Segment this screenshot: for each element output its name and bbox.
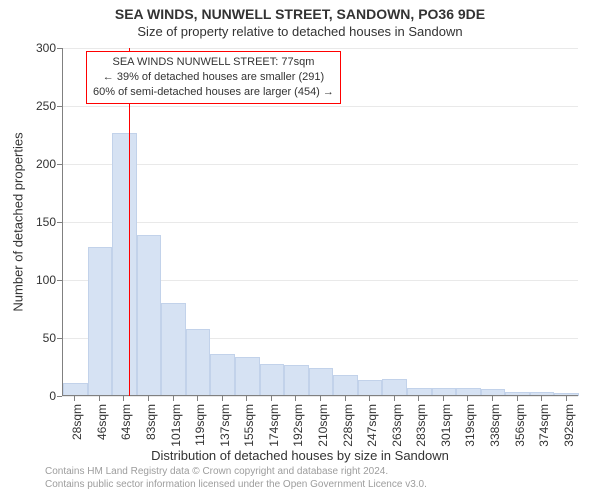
histogram-bar <box>161 303 186 396</box>
annotation-box: SEA WINDS NUNWELL STREET: 77sqm ← 39% of… <box>86 51 341 104</box>
x-tick-label: 64sqm <box>119 404 133 440</box>
histogram-bar <box>88 247 113 396</box>
x-tick-mark <box>74 396 75 401</box>
histogram-bar <box>186 329 211 396</box>
x-tick-mark <box>271 396 272 401</box>
x-tick-label: 374sqm <box>537 404 551 447</box>
x-tick-mark <box>492 396 493 401</box>
y-tick-label: 50 <box>43 331 62 345</box>
x-tick-mark <box>418 396 419 401</box>
chart-title: SEA WINDS, NUNWELL STREET, SANDOWN, PO36… <box>0 6 600 22</box>
x-tick-label: 83sqm <box>144 404 158 440</box>
y-tick-label: 200 <box>36 157 62 171</box>
y-axis-line <box>62 48 63 396</box>
x-tick-mark <box>123 396 124 401</box>
x-tick-label: 46sqm <box>95 404 109 440</box>
x-tick-label: 101sqm <box>169 404 183 447</box>
histogram-bar <box>284 365 309 396</box>
x-tick-label: 319sqm <box>463 404 477 447</box>
x-tick-mark <box>99 396 100 401</box>
x-tick-label: 155sqm <box>242 404 256 447</box>
chart-subtitle: Size of property relative to detached ho… <box>0 24 600 39</box>
x-tick-mark <box>173 396 174 401</box>
histogram-bar <box>382 379 407 396</box>
x-tick-label: 301sqm <box>439 404 453 447</box>
x-tick-mark <box>566 396 567 401</box>
x-tick-mark <box>148 396 149 401</box>
y-tick-label: 0 <box>49 389 62 403</box>
x-tick-label: 263sqm <box>390 404 404 447</box>
annotation-line-3: 60% of semi-detached houses are larger (… <box>93 85 334 100</box>
x-tick-mark <box>394 396 395 401</box>
x-axis-label: Distribution of detached houses by size … <box>0 448 600 463</box>
histogram-bar <box>260 364 285 396</box>
x-tick-mark <box>345 396 346 401</box>
x-tick-mark <box>320 396 321 401</box>
x-tick-label: 137sqm <box>218 404 232 447</box>
footer-line-2: Contains public sector information licen… <box>45 479 427 490</box>
histogram-bar <box>333 375 358 396</box>
x-tick-mark <box>443 396 444 401</box>
x-tick-mark <box>222 396 223 401</box>
histogram-bar <box>112 133 137 396</box>
annotation-line-2: ← 39% of detached houses are smaller (29… <box>93 70 334 85</box>
histogram-bar <box>358 380 383 396</box>
histogram-bar <box>235 357 260 396</box>
x-tick-label: 174sqm <box>267 404 281 447</box>
footer-line-1: Contains HM Land Registry data © Crown c… <box>45 466 388 477</box>
annotation-line-1: SEA WINDS NUNWELL STREET: 77sqm <box>93 55 334 70</box>
x-tick-mark <box>197 396 198 401</box>
x-tick-mark <box>246 396 247 401</box>
histogram-bar <box>210 354 235 396</box>
x-tick-mark <box>541 396 542 401</box>
y-tick-label: 100 <box>36 273 62 287</box>
x-tick-label: 392sqm <box>562 404 576 447</box>
x-tick-label: 210sqm <box>316 404 330 447</box>
x-tick-label: 28sqm <box>70 404 84 440</box>
x-tick-label: 283sqm <box>414 404 428 447</box>
y-tick-label: 250 <box>36 99 62 113</box>
y-tick-label: 150 <box>36 215 62 229</box>
histogram-bar <box>309 368 334 396</box>
histogram-bar <box>137 235 162 396</box>
x-tick-label: 192sqm <box>291 404 305 447</box>
figure: SEA WINDS, NUNWELL STREET, SANDOWN, PO36… <box>0 0 600 500</box>
x-tick-mark <box>467 396 468 401</box>
y-tick-label: 300 <box>36 41 62 55</box>
x-tick-label: 356sqm <box>513 404 527 447</box>
x-tick-label: 247sqm <box>365 404 379 447</box>
x-tick-mark <box>369 396 370 401</box>
x-tick-label: 338sqm <box>488 404 502 447</box>
x-tick-label: 119sqm <box>193 404 207 446</box>
x-tick-mark <box>295 396 296 401</box>
x-tick-label: 228sqm <box>341 404 355 447</box>
x-tick-mark <box>517 396 518 401</box>
y-axis-label: Number of detached properties <box>11 132 26 311</box>
